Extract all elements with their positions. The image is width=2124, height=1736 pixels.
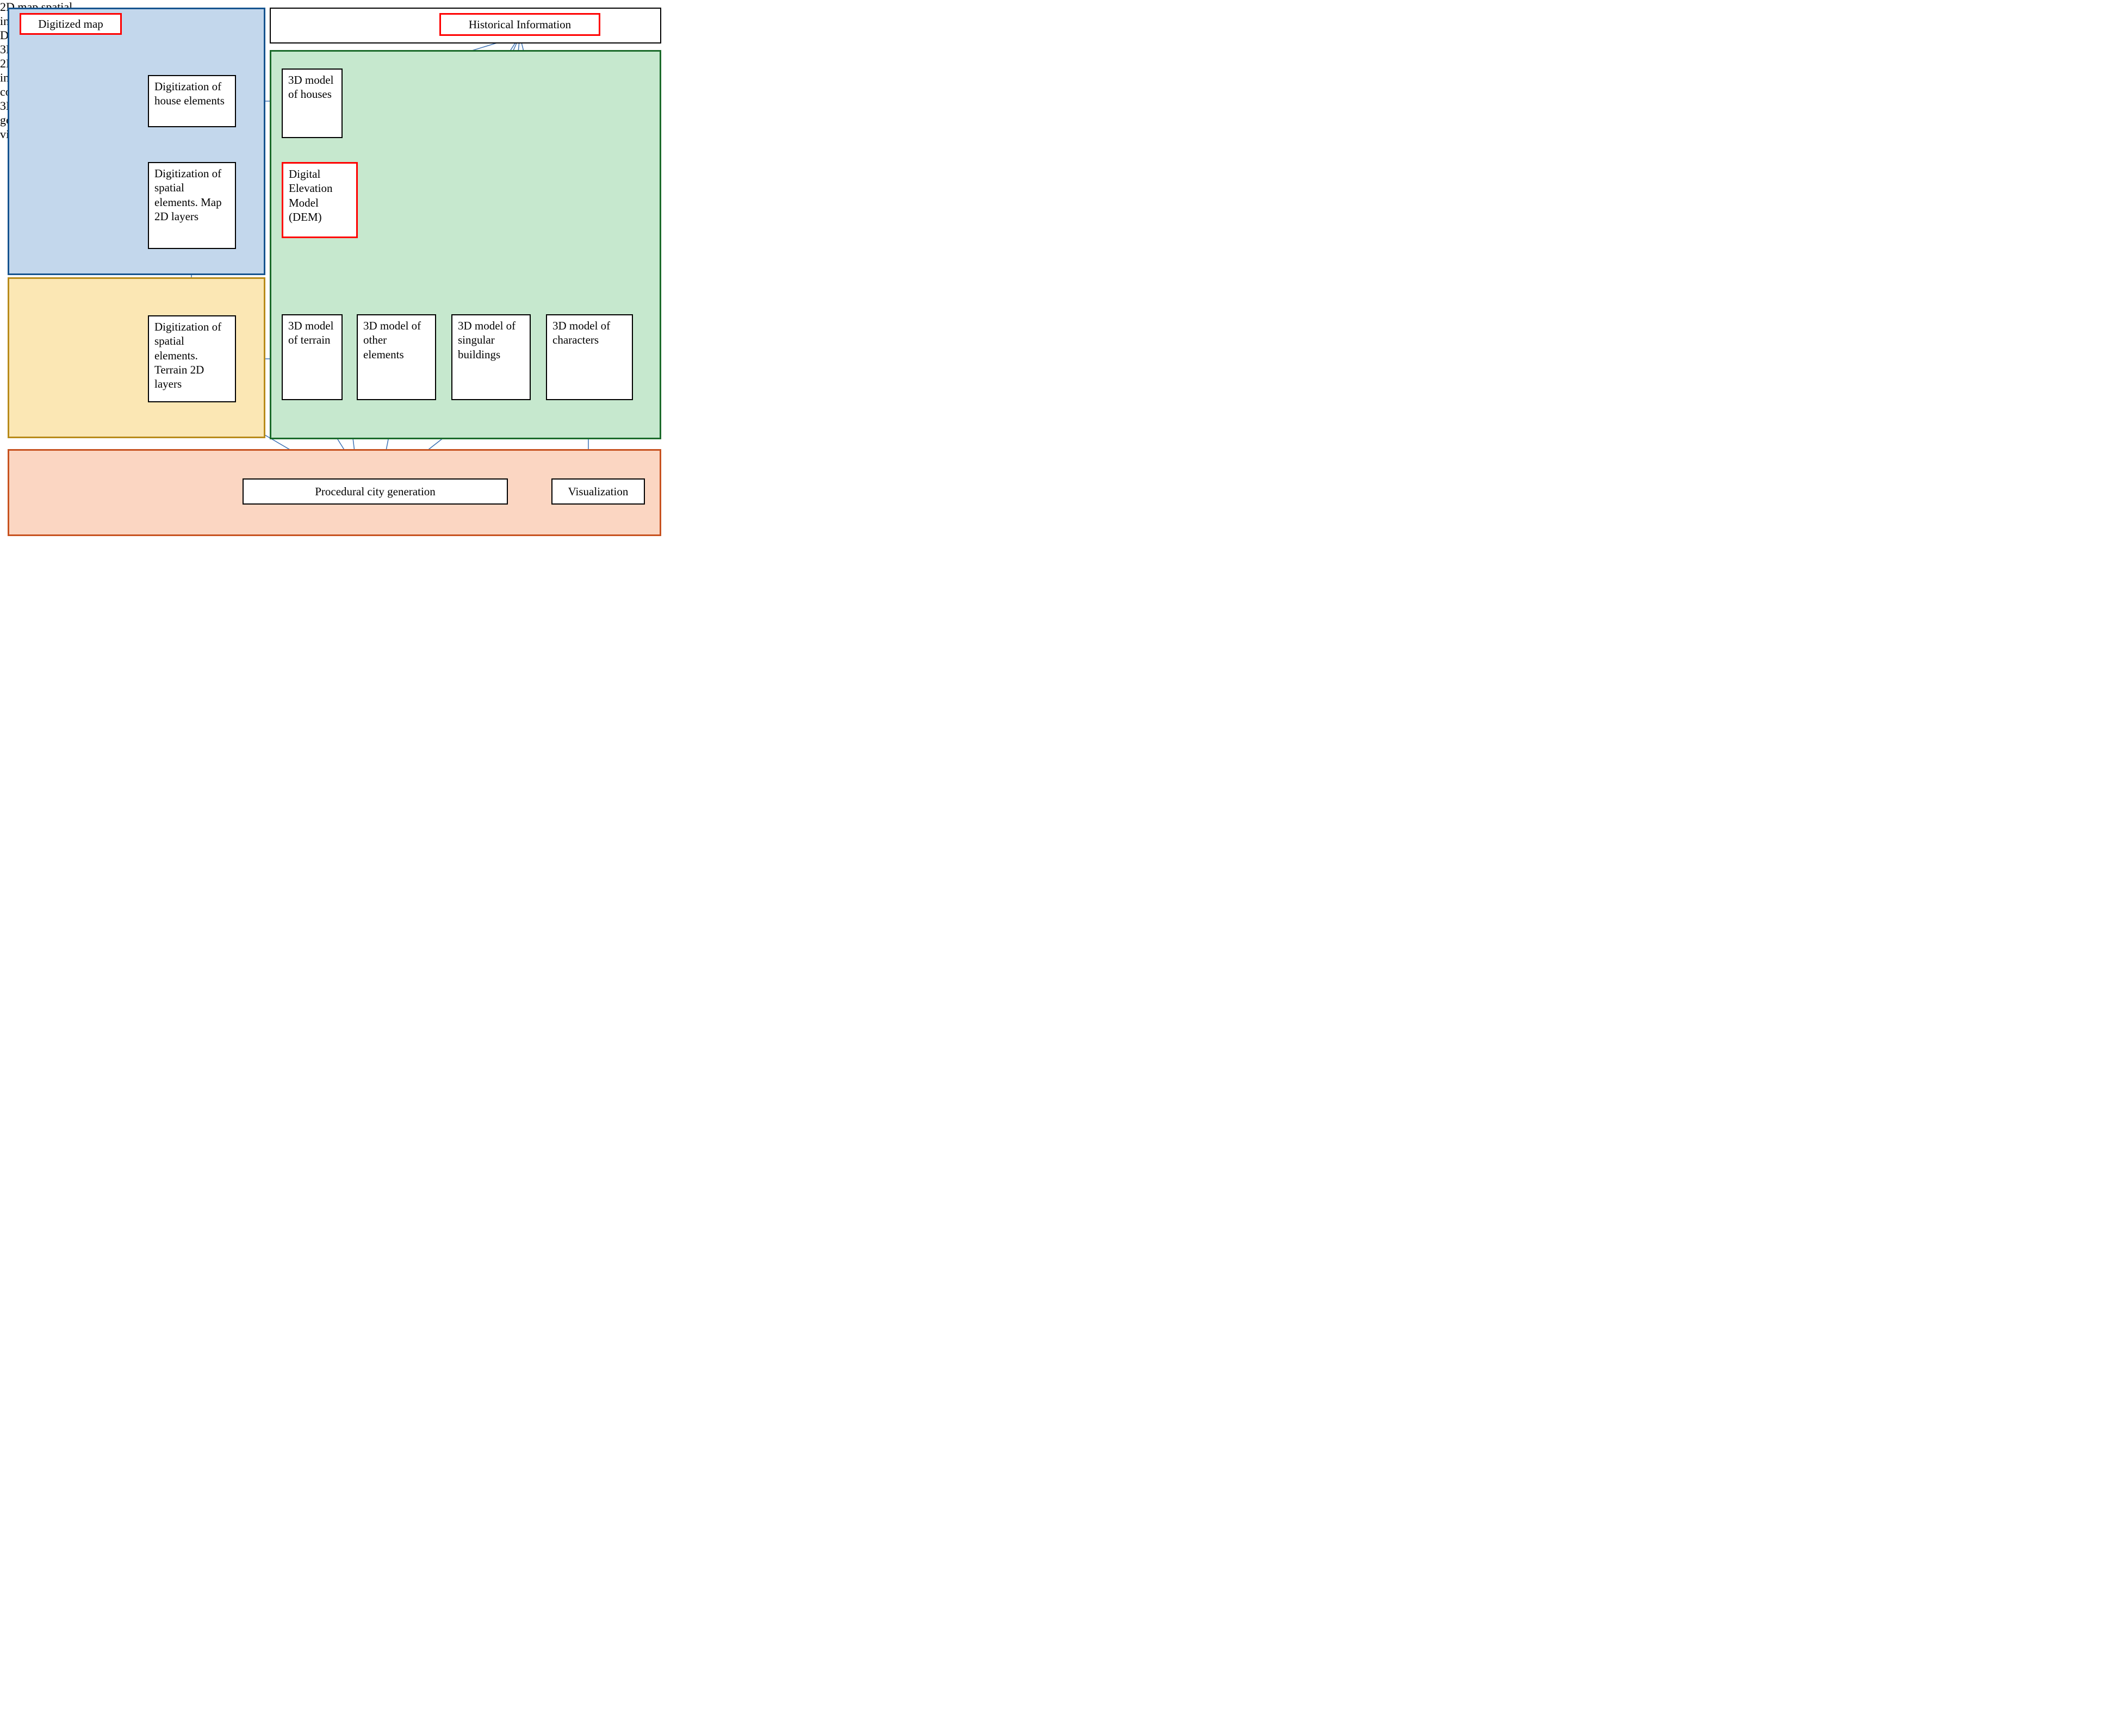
node-label-n_dig_terr: Digitization of spatial elements. Terrai… (154, 320, 229, 391)
node-n_3dsing: 3D model of singular buildings (451, 314, 531, 400)
node-label-n_3dchar: 3D model of characters (552, 319, 626, 347)
node-label-n_dem: Digital Elevation Model (DEM) (289, 167, 351, 224)
node-n_procgen: Procedural city generation (243, 478, 508, 505)
diagram-canvas: 2D map spatial informationDocumentation3… (0, 0, 669, 546)
node-label-n_3dterr: 3D model of terrain (288, 319, 336, 347)
node-n_dig_house: Digitization of house elements (148, 75, 236, 127)
node-label-n_3dsing: 3D model of singular buildings (458, 319, 524, 362)
node-label-n_digimap: Digitized map (38, 17, 103, 31)
node-label-n_3dhouses: 3D model of houses (288, 73, 336, 102)
node-label-n_dig_house: Digitization of house elements (154, 79, 229, 108)
node-n_dem: Digital Elevation Model (DEM) (282, 162, 358, 238)
node-label-n_3dother: 3D model of other elements (363, 319, 430, 362)
node-n_vis: Visualization (551, 478, 645, 505)
node-n_3dchar: 3D model of characters (546, 314, 633, 400)
node-n_dig_terr: Digitization of spatial elements. Terrai… (148, 315, 236, 402)
node-n_3dterr: 3D model of terrain (282, 314, 343, 400)
node-label-n_hist: Historical Information (469, 17, 571, 32)
node-label-n_procgen: Procedural city generation (315, 484, 436, 499)
node-n_digimap: Digitized map (20, 13, 122, 35)
node-label-n_dig_map2d: Digitization of spatial elements. Map 2D… (154, 166, 229, 223)
node-n_hist: Historical Information (439, 13, 600, 36)
node-label-n_vis: Visualization (568, 484, 629, 499)
node-n_dig_map2d: Digitization of spatial elements. Map 2D… (148, 162, 236, 249)
node-n_3dhouses: 3D model of houses (282, 69, 343, 138)
node-n_3dother: 3D model of other elements (357, 314, 436, 400)
